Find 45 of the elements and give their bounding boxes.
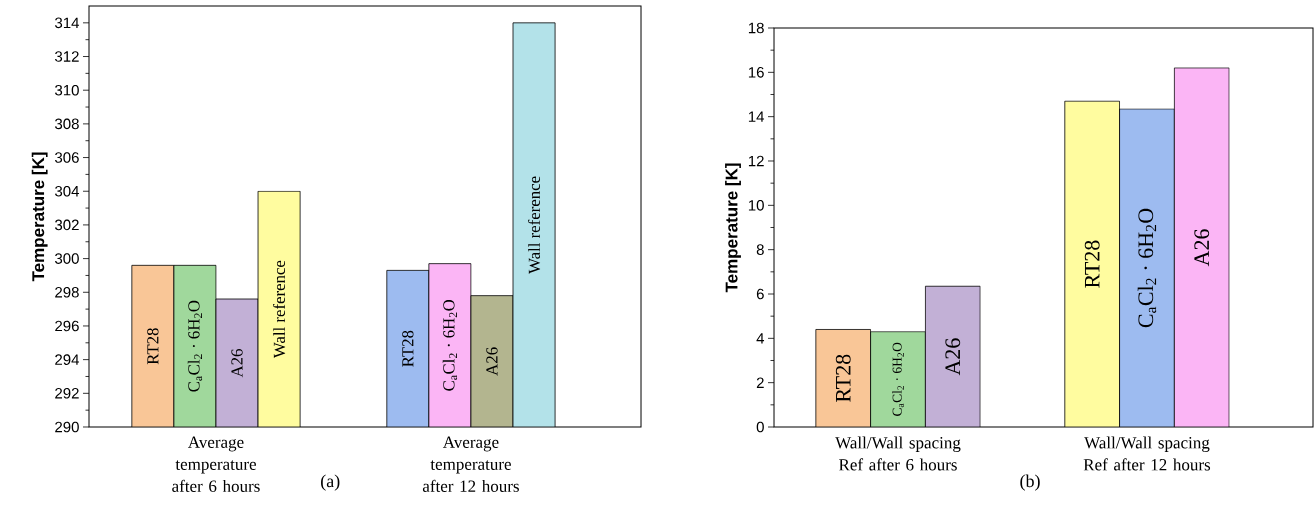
y-tick-label: 298: [55, 286, 79, 298]
y-tick-label: 8: [756, 244, 764, 255]
y-tick-label: 290: [55, 421, 79, 433]
text: Wall reference: [528, 176, 541, 274]
y-tick-label: 4: [756, 333, 765, 344]
y-tick-label: 300: [55, 253, 79, 264]
text: (a): [321, 474, 340, 491]
y-axis-title: Temperature [K]: [31, 152, 48, 282]
x-tick-label: Average temperature after 12 hours: [422, 436, 519, 492]
series-label: RT28: [147, 328, 159, 365]
y-tick-label: 16: [748, 67, 764, 78]
text: C$_{a}$Cl$_{2}$ · 6H$_{2}$O: [1137, 208, 1157, 328]
y-tick-label: 306: [55, 152, 79, 163]
series-label: A26: [945, 338, 961, 376]
y-tick-label: 6: [756, 288, 764, 300]
series-label: C$_{a}$Cl$_{2}$ · 6H$_{2}$O: [187, 300, 203, 392]
text: (b): [1020, 474, 1040, 491]
y-axis-title: Temperature [K]: [725, 163, 741, 293]
y-tick-label: 12: [748, 155, 764, 167]
y-tick-label: 0: [756, 421, 764, 433]
x-tick-label: Wall/Wall spacing Ref after 6 hours: [835, 436, 961, 471]
y-tick-label: 312: [55, 51, 79, 62]
y-tick-label: 2: [756, 377, 764, 388]
text: RT28: [1084, 240, 1100, 288]
text: A26: [486, 347, 498, 376]
series-label: C$_{a}$Cl$_{2}$ · 6H$_{2}$O: [892, 342, 904, 416]
y-tick-label: 314: [55, 17, 80, 29]
y-tick-label: 10: [748, 200, 764, 211]
series-label: A26: [231, 349, 243, 378]
series-label: Wall reference: [273, 260, 286, 359]
text: A26: [1194, 229, 1210, 267]
x-tick-label: Average temperature after 6 hours: [172, 436, 260, 492]
text: C$_{a}$Cl$_{2}$ · 6H$_{2}$O: [442, 299, 458, 391]
y-tick-label: 14: [748, 111, 765, 122]
series-label: RT28: [835, 354, 851, 402]
y-tick-label: 310: [55, 84, 79, 96]
y-tick-label: 18: [748, 22, 764, 34]
y-tick-label: 304: [55, 185, 80, 197]
y-tick-label: 302: [55, 219, 79, 231]
y-tick-label: 296: [55, 320, 79, 332]
y-tick-label: 308: [55, 118, 79, 130]
y-tick-label: 292: [55, 388, 79, 399]
x-tick-label: Wall/Wall spacing Ref after 12 hours: [1083, 436, 1211, 471]
text: RT28: [402, 330, 414, 367]
y-tick-label: 294: [55, 354, 80, 365]
